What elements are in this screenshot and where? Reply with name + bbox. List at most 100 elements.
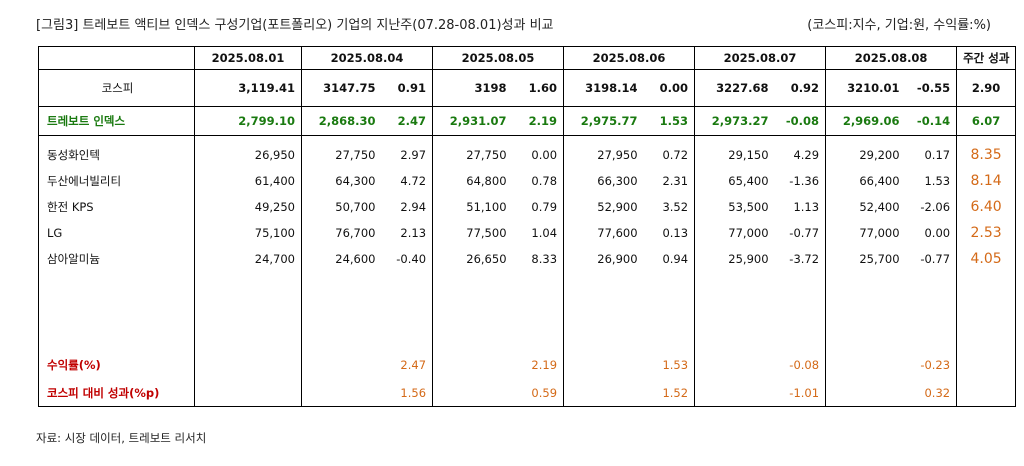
- performance-table: 2025.08.01 2025.08.04 2025.08.05 2025.08…: [38, 46, 1017, 407]
- price-cell: 3227.68: [716, 81, 769, 95]
- change-cell: 1.53: [905, 168, 958, 194]
- price-cell: 65,400: [728, 174, 769, 188]
- change-cell: 2.13: [381, 220, 434, 246]
- change-cell: -2.06: [905, 194, 958, 220]
- price-cell: 77,000: [859, 226, 900, 240]
- stock-name: 동성화인텍: [38, 135, 195, 168]
- return-cell: 2.47: [381, 350, 434, 380]
- price-cell: 2,975.77: [563, 106, 644, 136]
- price-cell: 26,900: [597, 252, 638, 266]
- change-cell: 2.19: [512, 106, 565, 136]
- relative-cell: 0.32: [905, 380, 958, 407]
- change-cell: -3.72: [774, 246, 827, 272]
- empty-row: [38, 298, 1017, 324]
- weekly-cell: 2.53: [956, 220, 1017, 246]
- price-cell: 26,950: [194, 135, 302, 168]
- price-cell: 77,500: [466, 226, 507, 240]
- change-cell: 0.92: [774, 69, 827, 107]
- weekly-cell: 4.05: [956, 246, 1017, 272]
- change-cell: 2.94: [381, 194, 434, 220]
- price-cell: 50,700: [335, 200, 376, 214]
- header-weekly: 주간 성과: [956, 46, 1017, 70]
- return-cell: -0.23: [905, 350, 958, 380]
- source-note: 자료: 시장 데이터, 트레보트 리서치: [36, 431, 207, 445]
- price-cell: 52,900: [597, 200, 638, 214]
- change-cell: -0.77: [774, 220, 827, 246]
- relative-cell: -1.01: [774, 380, 827, 407]
- change-cell: 2.31: [643, 168, 696, 194]
- price-cell: 76,700: [335, 226, 376, 240]
- price-cell: 2,973.27: [694, 106, 775, 136]
- change-cell: -0.40: [381, 246, 434, 272]
- change-cell: 4.29: [774, 135, 827, 168]
- stock-name: 삼아알미늄: [38, 246, 195, 272]
- price-cell: 3198.14: [585, 81, 638, 95]
- row-label: 코스피 대비 성과(%p): [38, 380, 195, 407]
- row-label: 트레보트 인덱스: [38, 106, 195, 136]
- empty-row: [38, 324, 1017, 350]
- change-cell: 0.94: [643, 246, 696, 272]
- price-cell: 27,750: [466, 148, 507, 162]
- price-cell: 49,250: [194, 194, 302, 220]
- price-cell: 51,100: [466, 200, 507, 214]
- header-date: 2025.08.08: [825, 46, 958, 70]
- weekly-cell: 6.40: [956, 194, 1017, 220]
- change-cell: 2.47: [381, 106, 434, 136]
- stock-name: LG: [38, 220, 195, 246]
- price-cell: 3147.75: [323, 81, 376, 95]
- table-row: 두산에너빌리티 61,400 64,300 4.72 64,800 0.78 6…: [38, 168, 1017, 194]
- price-cell: 2,868.30: [301, 106, 382, 136]
- relative-cell: 1.56: [381, 380, 434, 407]
- change-cell: -0.77: [905, 246, 958, 272]
- change-cell: -0.55: [905, 69, 958, 107]
- price-cell: 2,969.06: [825, 106, 906, 136]
- kospi-row: 코스피 3,119.41 3147.75 0.91 3198 1.60 3198…: [38, 69, 1017, 107]
- change-cell: 1.04: [512, 220, 565, 246]
- change-cell: 0.91: [381, 69, 434, 107]
- change-cell: 0.00: [905, 220, 958, 246]
- relative-row: 코스피 대비 성과(%p) 1.56 0.59 1.52 -1.01 0.32: [38, 380, 1017, 407]
- change-cell: 8.33: [512, 246, 565, 272]
- price-cell: 66,300: [597, 174, 638, 188]
- price-cell: 27,950: [597, 148, 638, 162]
- price-cell: 66,400: [859, 174, 900, 188]
- return-cell: -0.08: [774, 350, 827, 380]
- change-cell: 0.79: [512, 194, 565, 220]
- change-cell: 1.13: [774, 194, 827, 220]
- change-cell: -1.36: [774, 168, 827, 194]
- header-date: 2025.08.01: [194, 46, 302, 70]
- change-cell: 0.17: [905, 135, 958, 168]
- price-cell: 52,400: [859, 200, 900, 214]
- price-cell: 25,900: [728, 252, 769, 266]
- weekly-cell: 2.90: [956, 69, 1017, 107]
- change-cell: 0.00: [643, 69, 696, 107]
- row-label: 수익률(%): [38, 350, 195, 380]
- price-cell: 77,000: [728, 226, 769, 240]
- change-cell: 0.72: [643, 135, 696, 168]
- header-date: 2025.08.07: [694, 46, 827, 70]
- return-cell: 2.19: [512, 350, 565, 380]
- change-cell: 1.60: [512, 69, 565, 107]
- table-row: LG 75,100 76,700 2.13 77,500 1.04 77,600…: [38, 220, 1017, 246]
- stock-name: 두산에너빌리티: [38, 168, 195, 194]
- price-cell: 77,600: [597, 226, 638, 240]
- index-row: 트레보트 인덱스 2,799.10 2,868.30 2.47 2,931.07…: [38, 106, 1017, 136]
- relative-cell: 0.59: [512, 380, 565, 407]
- price-cell: 26,650: [466, 252, 507, 266]
- price-cell: 27,750: [335, 148, 376, 162]
- weekly-cell: 8.35: [956, 135, 1017, 168]
- price-cell: 64,800: [466, 174, 507, 188]
- price-cell: 3,119.41: [194, 69, 302, 107]
- empty-row: [38, 272, 1017, 298]
- price-cell: 64,300: [335, 174, 376, 188]
- header-date: 2025.08.04: [301, 46, 434, 70]
- change-cell: -0.08: [774, 106, 827, 136]
- change-cell: -0.14: [905, 106, 958, 136]
- table-row: 동성화인텍 26,950 27,750 2.97 27,750 0.00 27,…: [38, 135, 1017, 168]
- change-cell: 4.72: [381, 168, 434, 194]
- return-cell: 1.53: [643, 350, 696, 380]
- table-row: 삼아알미늄 24,700 24,600 -0.40 26,650 8.33 26…: [38, 246, 1017, 272]
- price-cell: 3210.01: [847, 81, 900, 95]
- price-cell: 53,500: [728, 200, 769, 214]
- price-cell: 75,100: [194, 220, 302, 246]
